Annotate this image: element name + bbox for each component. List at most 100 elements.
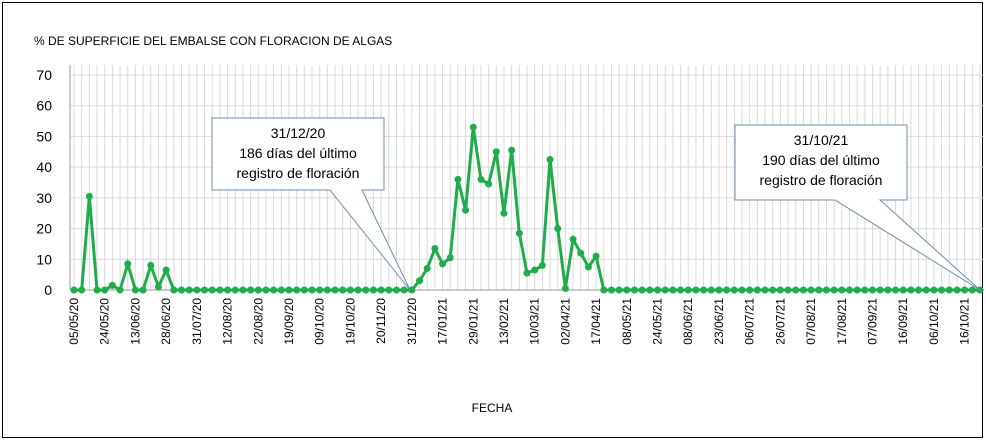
data-point: [285, 286, 293, 294]
data-point: [761, 286, 769, 294]
callout: 31/10/21 190 días del último registro de f…: [734, 124, 981, 291]
data-point: [630, 286, 638, 294]
data-point: [807, 286, 815, 294]
data-point: [692, 286, 700, 294]
chart-title: % DE SUPERFICIE DEL EMBALSE CON FLORACIO…: [34, 34, 392, 48]
data-point: [193, 286, 201, 294]
y-tick-label: 40: [36, 159, 52, 175]
callout-text: 186 días del último: [239, 145, 357, 161]
data-point: [392, 286, 400, 294]
x-tick-label: 17/08/21: [835, 298, 849, 345]
data-point: [354, 286, 362, 294]
data-point: [892, 286, 900, 294]
data-point: [738, 286, 746, 294]
data-point: [185, 286, 193, 294]
data-point: [792, 286, 800, 294]
data-point: [669, 286, 677, 294]
callout-text: 31/12/20: [271, 125, 326, 141]
data-point: [723, 286, 731, 294]
callout: 31/12/20 186 días del último registro de f…: [211, 117, 411, 291]
data-point: [600, 286, 608, 294]
data-point: [776, 286, 784, 294]
data-point: [684, 286, 692, 294]
data-point: [515, 229, 523, 237]
data-point: [316, 286, 324, 294]
data-point: [584, 263, 592, 271]
data-point: [431, 245, 439, 253]
data-point: [961, 286, 969, 294]
y-tick-label: 30: [36, 190, 52, 206]
data-point: [308, 286, 316, 294]
x-tick-label: 12/08/20: [221, 298, 235, 345]
y-tick-label: 20: [36, 221, 52, 237]
data-point: [523, 269, 531, 277]
data-point: [323, 286, 331, 294]
data-point: [968, 286, 976, 294]
data-point: [170, 286, 178, 294]
data-point: [277, 286, 285, 294]
data-point: [208, 286, 216, 294]
x-tick-label: 07/09/21: [866, 298, 880, 345]
data-point: [876, 286, 884, 294]
data-point: [538, 261, 546, 269]
data-point: [362, 286, 370, 294]
data-point: [224, 286, 232, 294]
data-point: [377, 286, 385, 294]
data-point: [485, 180, 493, 188]
data-point: [454, 175, 462, 183]
data-point: [753, 286, 761, 294]
x-tick-label: 16/09/21: [896, 298, 910, 345]
data-point: [446, 254, 454, 262]
x-tick-label: 16/10/21: [958, 298, 972, 345]
data-point: [830, 286, 838, 294]
data-point: [331, 286, 339, 294]
data-point: [838, 286, 846, 294]
data-point: [93, 286, 101, 294]
data-point: [815, 286, 823, 294]
x-tick-label: 19/09/20: [282, 298, 296, 345]
data-point: [439, 260, 447, 268]
data-point: [845, 286, 853, 294]
data-point: [101, 286, 109, 294]
data-point: [707, 286, 715, 294]
data-point: [715, 286, 723, 294]
data-point: [247, 286, 255, 294]
data-point: [592, 252, 600, 260]
data-point: [201, 286, 209, 294]
data-point: [346, 286, 354, 294]
callout-box: [734, 124, 981, 291]
y-tick-label: 0: [44, 282, 52, 298]
data-point: [577, 249, 585, 257]
data-point: [462, 206, 470, 214]
data-point: [899, 286, 907, 294]
data-point: [116, 286, 124, 294]
data-point: [623, 286, 631, 294]
x-tick-label: 08/05/21: [620, 298, 634, 345]
data-point: [938, 286, 946, 294]
x-tick-label: 09/10/20: [313, 298, 327, 345]
x-tick-label: 08/06/21: [681, 298, 695, 345]
data-point: [884, 286, 892, 294]
data-point: [546, 155, 554, 163]
x-tick-label: 02/04/21: [558, 298, 572, 345]
x-tick-label: 26/07/21: [773, 298, 787, 345]
x-tick-label: 07/08/21: [804, 298, 818, 345]
data-point: [423, 265, 431, 272]
x-tick-label: 31/07/20: [190, 298, 204, 345]
x-tick-label: 20/11/20: [374, 298, 388, 344]
data-point: [216, 286, 224, 294]
data-point: [70, 286, 78, 294]
x-tick-label: 28/06/20: [159, 298, 173, 345]
x-tick-label: 13/06/20: [128, 298, 142, 345]
x-tick-label: 31/12/20: [405, 298, 419, 345]
data-point: [508, 146, 516, 154]
data-point: [369, 286, 377, 294]
data-point: [561, 284, 569, 292]
data-point: [945, 286, 953, 294]
data-point: [746, 286, 754, 294]
callout-text: 190 días del último: [762, 152, 880, 168]
x-tick-label: 05/05/20: [67, 298, 81, 345]
data-point: [569, 235, 577, 243]
